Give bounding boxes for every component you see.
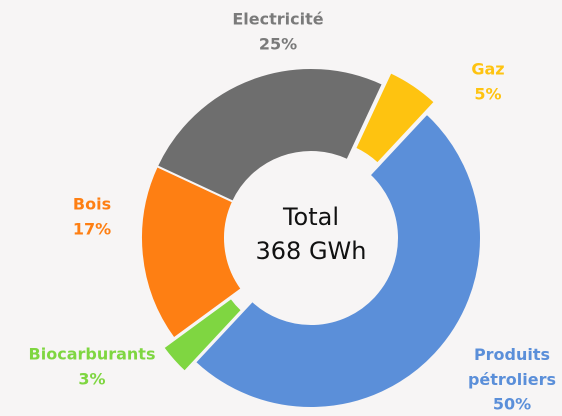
slice-label: Bois (73, 195, 111, 214)
slice-label: Electricité (232, 10, 323, 29)
slice-value: 50% (493, 395, 531, 414)
label-line: Produits (474, 345, 550, 364)
center-total: 368 GWh (256, 237, 367, 265)
slice-value: 3% (78, 370, 105, 389)
slice-value: 17% (73, 220, 111, 239)
donut-slice (193, 112, 482, 409)
slice-label: Biocarburants (29, 345, 156, 364)
slice-label: Produits pétroliers (468, 345, 556, 389)
donut-slice (353, 70, 437, 165)
donut-slice (140, 164, 243, 340)
slice-value: 25% (259, 35, 297, 54)
slice-label: Gaz (471, 60, 504, 79)
slice-value: 5% (474, 85, 501, 104)
donut-slice (155, 67, 385, 203)
donut-slice (161, 296, 244, 374)
label-line: pétroliers (468, 370, 556, 389)
center-title: Total (282, 203, 339, 231)
